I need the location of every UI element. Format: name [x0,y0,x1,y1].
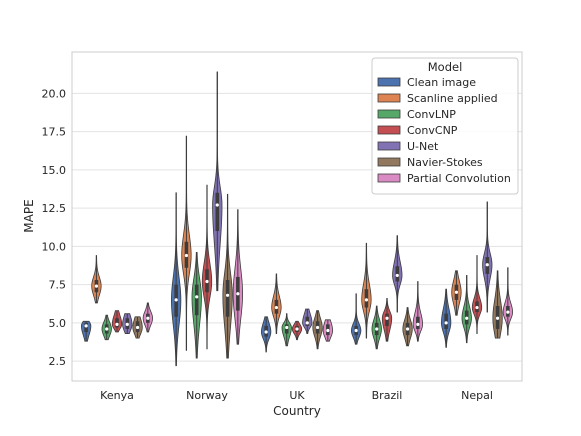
violin-median-dot [485,263,489,267]
violin-median-dot [84,324,88,328]
y-tick-label: 10.0 [42,240,67,253]
violin-median-dot [125,322,129,326]
y-tick-label: 2.5 [49,355,67,368]
violin-median-dot [94,284,99,288]
x-tick-label: Brazil [372,389,403,402]
violin-median-dot [385,316,389,320]
violin-median-dot [264,330,268,334]
legend-entry: Scanline applied [377,92,498,105]
violin-median-dot [105,327,109,331]
legend-entry: U-Net [377,140,439,153]
legend-entry: ConvCNP [377,124,458,137]
violin-median-dot [174,298,178,302]
violin-median-dot [444,321,448,325]
violin-median-dot [354,328,358,333]
violin-median-dot [135,325,140,330]
legend-swatch [377,141,401,151]
violin-median-dot [465,316,469,320]
violin-median-dot [225,293,230,297]
legend-entries: Clean image Scanline applied ConvLNP ConvCN… [377,76,511,185]
x-tick-labels: Kenya Norway UK Brazil Nepal [100,389,493,402]
x-axis-label: Country [273,404,321,418]
legend-box [371,57,519,195]
legend-label: Partial Convolution [407,172,511,185]
legend-swatch [377,109,401,119]
violin-median-dot [405,327,410,331]
violin-median-dot [475,305,479,310]
violin-median-dot [215,203,219,207]
legend-entry: ConvLNP [377,108,456,121]
legend: Model Clean image Scanline applied ConvLNP… [371,57,519,195]
legend-entry: Clean image [377,76,476,89]
violin-median-dot [416,322,420,326]
violin-median-dot [305,321,309,325]
y-tick-label: 15.0 [42,164,67,177]
violin-iqr-box [194,284,199,316]
x-tick-label: Norway [186,389,228,402]
y-tick-labels: 2.5 5.0 7.5 10.0 12.5 15.0 17.5 20.0 [42,87,67,368]
violin-median-dot [395,273,399,278]
legend-label: Clean image [407,76,476,89]
violin-median-dot [115,322,119,326]
y-tick-label: 20.0 [42,87,67,100]
legend-swatch [377,157,401,167]
violin-iqr-box [225,280,230,317]
violin-median-dot [274,305,279,310]
violin-median-dot [364,298,369,302]
legend-label: Navier-Stokes [407,156,483,169]
violin-median-dot [375,327,379,331]
violin-median-dot [236,292,240,296]
legend-title: Model [428,60,463,74]
violin-median-dot [184,253,189,258]
y-axis-label: MAPE [22,199,36,232]
violin-median-dot [285,325,289,330]
legend-label: U-Net [407,140,439,153]
violin-median-dot [295,327,299,331]
violin-median-dot [454,290,459,294]
legend-swatch [377,77,401,87]
y-tick-label: 7.5 [49,279,67,292]
violin-median-dot [146,316,150,320]
y-tick-label: 17.5 [42,126,67,139]
legend-label: ConvLNP [407,108,456,121]
legend-label: ConvCNP [407,124,458,137]
violin-median-dot [205,279,209,284]
violin-iqr-box [215,192,220,232]
legend-entry: Partial Convolution [377,172,511,185]
x-tick-label: UK [289,389,305,402]
legend-swatch [377,125,401,135]
violin-median-dot [195,295,199,299]
legend-swatch [377,93,401,103]
y-tick-label: 12.5 [42,202,67,215]
y-tick-label: 5.0 [49,317,67,330]
x-tick-label: Kenya [100,389,134,402]
violin-median-dot [315,325,320,330]
legend-entry: Navier-Stokes [377,156,483,169]
violin-median-dot [495,316,500,320]
violins [81,71,513,367]
violin-median-dot [506,310,510,314]
plot-frame [71,51,523,382]
legend-label: Scanline applied [407,92,498,105]
violin-median-dot [326,328,330,333]
legend-swatch [377,173,401,183]
x-tick-label: Nepal [461,389,493,402]
